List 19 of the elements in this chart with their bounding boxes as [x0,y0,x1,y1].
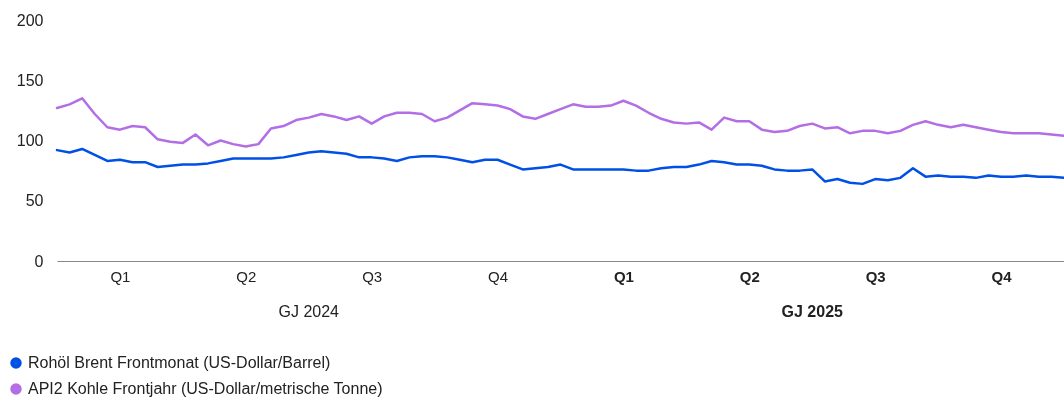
line-series [55,97,1064,148]
y-tick-label: 200 [16,11,44,29]
x-tick-label: Q2 [739,267,760,285]
x-tick-label: Q1 [110,267,131,285]
x-tick-label: Q4 [991,267,1013,285]
x-tick-label: Q2 [236,267,257,285]
x-tick-label: Q1 [613,267,634,285]
line-series [55,147,1064,186]
text: GJ 2024 [278,303,340,320]
text: GJ 2025 [781,303,844,320]
x-tick-label: Q3 [865,267,886,285]
x-tick-label: Q3 [362,267,383,285]
x-tick-label: Q4 [488,267,509,285]
y-tick-label: 150 [16,71,44,89]
legend-label: Rohöl Brent Frontmonat (US-Dollar/Barrel) [28,354,331,371]
y-tick-label: 50 [25,192,44,210]
legend-label: API2 Kohle Frontjahr (US-Dollar/metrische Tonne) [28,380,383,397]
y-tick-label: 100 [16,132,44,149]
y-tick-label: 0 [34,252,44,270]
